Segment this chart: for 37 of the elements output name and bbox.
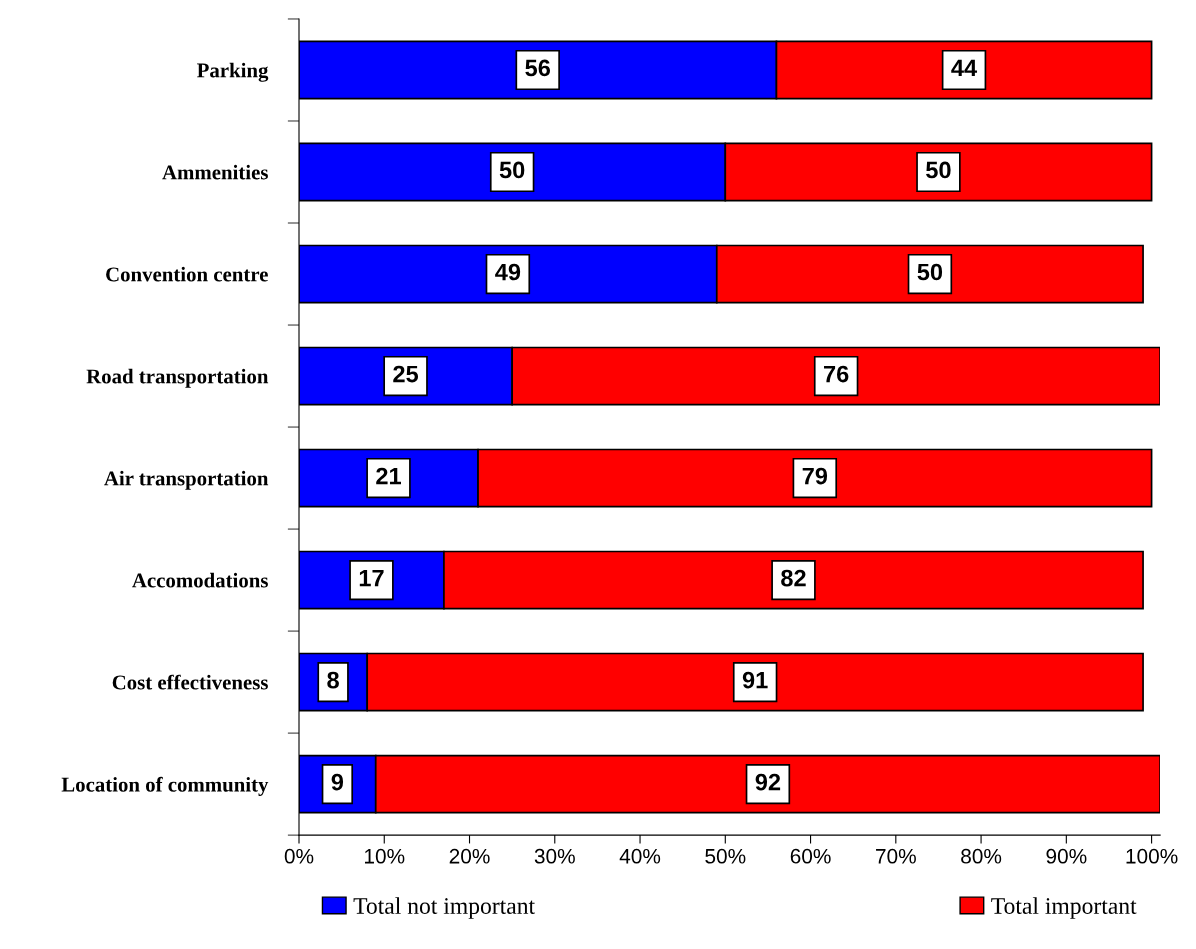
x-tick-label: 80% bbox=[961, 848, 1002, 864]
legend-label: Total not important bbox=[353, 897, 535, 919]
data-label: 50 bbox=[917, 263, 943, 281]
data-label: 82 bbox=[781, 569, 806, 587]
data-label: 50 bbox=[499, 161, 525, 179]
y-tick-label: Ammenities bbox=[162, 164, 268, 180]
data-label: 25 bbox=[393, 365, 419, 383]
x-tick-label: 100% bbox=[1126, 848, 1178, 864]
x-tick-label: 20% bbox=[449, 848, 490, 864]
legend-label: Total important bbox=[991, 897, 1137, 919]
data-label: 76 bbox=[824, 365, 849, 383]
y-tick-label: Air transportation bbox=[104, 470, 269, 490]
data-label: 8 bbox=[327, 671, 339, 689]
data-label: 49 bbox=[495, 263, 521, 281]
x-tick-label: 50% bbox=[705, 848, 746, 864]
x-tick-label: 30% bbox=[534, 848, 575, 864]
x-tick-label: 60% bbox=[790, 848, 831, 864]
x-tick-label: 40% bbox=[619, 848, 661, 864]
x-tick-label: 70% bbox=[876, 848, 916, 864]
data-label: 79 bbox=[802, 467, 828, 485]
data-label: 50 bbox=[926, 161, 951, 179]
data-label: 44 bbox=[951, 59, 978, 77]
data-label: 91 bbox=[742, 671, 768, 689]
y-tick-label: Cost effectiveness bbox=[112, 674, 268, 690]
y-tick-label: Road transportation bbox=[86, 368, 269, 388]
y-tick-label: Parking bbox=[197, 62, 269, 82]
y-tick-label: Convention centre bbox=[106, 266, 268, 282]
y-tick-label: Location of community bbox=[61, 776, 269, 796]
x-tick-label: 10% bbox=[365, 848, 405, 864]
data-label: 9 bbox=[331, 773, 344, 791]
x-tick-label: 90% bbox=[1046, 848, 1087, 864]
data-label: 21 bbox=[376, 467, 401, 485]
data-label: 56 bbox=[525, 59, 551, 77]
data-label: 92 bbox=[755, 773, 781, 791]
data-label: 17 bbox=[359, 569, 384, 587]
x-tick-label: 0% bbox=[284, 848, 314, 864]
y-tick-label: Accomodations bbox=[132, 572, 268, 588]
